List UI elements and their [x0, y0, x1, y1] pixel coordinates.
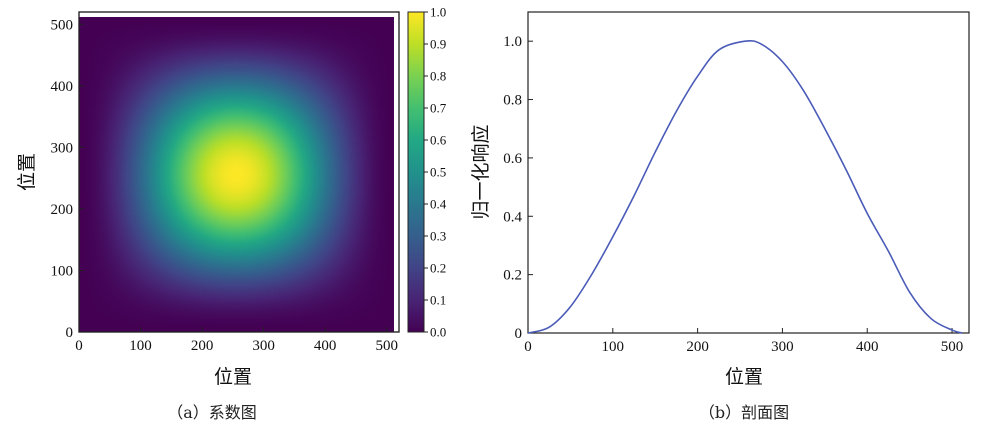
colorbar-tick-label: 0.8 [430, 69, 446, 84]
heatmap-y-ticks: 0 100 200 300 400 500 [51, 17, 84, 341]
heatmap-frame-border [78, 11, 400, 333]
series-line [527, 39, 963, 334]
y-tick-label: 0.2 [503, 268, 522, 284]
y-tick-label: 300 [51, 140, 74, 156]
x-tick-label: 500 [941, 339, 964, 355]
caption-b: （b）剖面图 [699, 403, 789, 422]
colorbar-tick-label: 0.0 [430, 325, 446, 340]
y-tick-label: 400 [51, 79, 74, 95]
heatmap-ylabel: 位置 [16, 153, 38, 191]
y-tick-label: 0.4 [503, 209, 522, 225]
colorbar-tick-label: 0.1 [430, 293, 446, 308]
colorbar-tick-label: 0.6 [430, 133, 447, 148]
colorbar-tick-label: 0.5 [430, 165, 446, 180]
y-tick-label: 200 [51, 202, 74, 218]
x-tick-label: 100 [129, 338, 152, 354]
colorbar-tick-label: 0.7 [430, 101, 447, 116]
line-plot-frame [527, 11, 970, 334]
x-tick-label: 0 [75, 338, 83, 354]
x-tick-label: 100 [602, 339, 625, 355]
y-tick-label: 0 [515, 326, 523, 342]
x-tick-label: 200 [191, 338, 214, 354]
x-tick-label: 500 [375, 338, 398, 354]
y-tick-label: 0 [66, 325, 74, 341]
heatmap-x-ticks: 0 100 200 300 400 500 [75, 327, 398, 354]
caption-a: （a）系数图 [167, 403, 257, 422]
colorbar-tick-label: 1.0 [430, 5, 446, 20]
heatmap-image [79, 16, 395, 332]
colorbar-tick-label: 0.4 [430, 197, 447, 212]
colorbar-tick-label: 0.3 [430, 229, 446, 244]
panel-b: 0 100 200 300 400 500 0 0.2 0.4 0.6 0.8 1.0 位置 归一化… [470, 11, 970, 422]
y-tick-label: 0.8 [503, 93, 522, 109]
x-tick-label: 400 [856, 339, 879, 355]
colorbar-tick-label: 0.9 [430, 37, 446, 52]
line-x-ticks: 0 100 200 300 400 500 [524, 328, 963, 355]
y-tick-label: 1.0 [503, 34, 522, 50]
colorbar [407, 11, 425, 333]
y-tick-label: 0.6 [503, 151, 522, 167]
colorbar-tick-label: 0.2 [430, 261, 446, 276]
x-tick-label: 400 [314, 338, 337, 354]
x-tick-label: 300 [771, 339, 794, 355]
line-ylabel: 归一化响应 [470, 124, 492, 219]
x-tick-label: 300 [252, 338, 275, 354]
x-tick-label: 200 [686, 339, 709, 355]
y-tick-label: 500 [51, 17, 74, 33]
line-xlabel: 位置 [725, 366, 763, 388]
colorbar-ticks: 0.0 0.1 0.2 0.3 0.4 0.5 0.6 0.7 0.8 0.9 1.0 [424, 5, 447, 340]
y-tick-label: 100 [51, 263, 74, 279]
line-y-ticks: 0 0.2 0.4 0.6 0.8 1.0 [503, 34, 533, 342]
heatmap-xlabel: 位置 [214, 366, 252, 388]
x-tick-label: 0 [524, 339, 532, 355]
